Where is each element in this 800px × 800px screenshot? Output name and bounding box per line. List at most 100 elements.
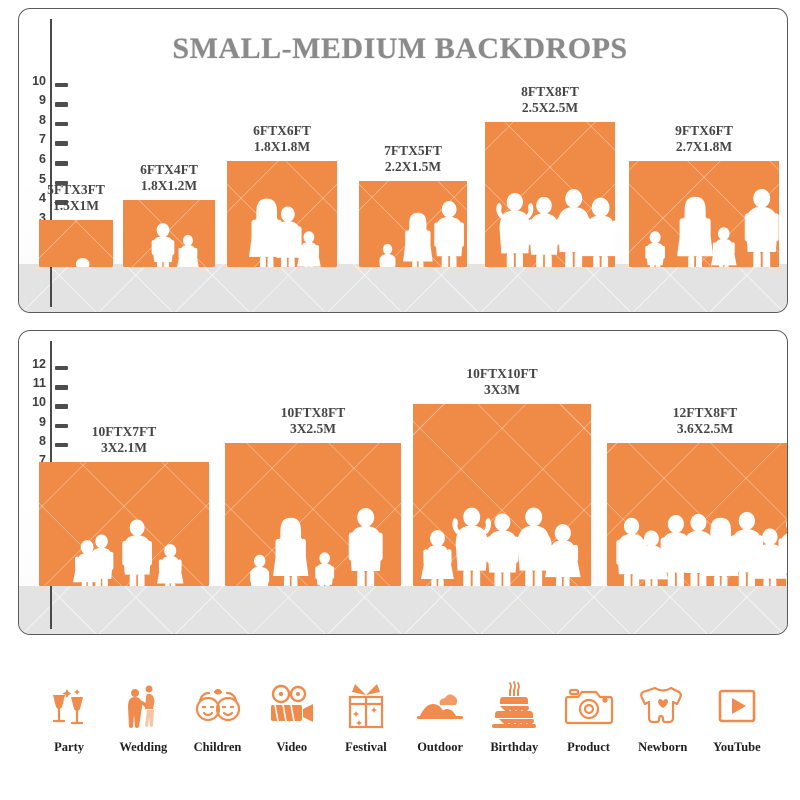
two-kid-faces-icon bbox=[193, 679, 243, 733]
icon-cell-youtube[interactable]: YouTube bbox=[700, 655, 774, 755]
backdrop-bar-6FTX4FT bbox=[123, 200, 215, 267]
icon-caption: YouTube bbox=[713, 740, 761, 754]
bar-size-label: 12FTX8FT 3.6X2.5M bbox=[625, 405, 785, 437]
icon-caption: Party bbox=[54, 740, 85, 754]
y-tick-label: 7 bbox=[39, 453, 46, 468]
icon-cell-newborn[interactable]: Newborn bbox=[626, 655, 700, 755]
bar-size-meters: 2.2X1.5M bbox=[384, 158, 442, 174]
icon-caption: Product bbox=[567, 740, 610, 754]
backdrop-bar-9FTX6FT bbox=[629, 161, 779, 267]
icon-cell-party[interactable]: Party bbox=[32, 655, 106, 755]
y-tick-label: 10 bbox=[32, 73, 46, 88]
y-tick-mark bbox=[55, 385, 68, 390]
movie-camera-icon bbox=[267, 679, 317, 733]
people-silhouettes bbox=[485, 122, 615, 267]
icon-caption: Newborn bbox=[638, 740, 688, 754]
usage-icon-strip: Party Wedding Children Video Festival Outdoor… bbox=[18, 655, 788, 755]
icon-caption: Children bbox=[193, 740, 242, 754]
bar-size-feet: 9FTX6FT bbox=[675, 123, 733, 138]
backdrop-bar-10FTX7FT bbox=[39, 462, 209, 586]
bar-size-meters: 2.7X1.8M bbox=[675, 138, 733, 154]
bar-size-label: 10FTX10FT 3X3M bbox=[422, 366, 582, 398]
people-silhouettes bbox=[629, 161, 779, 267]
icon-cell-festival[interactable]: Festival bbox=[329, 655, 403, 755]
people-silhouettes bbox=[359, 181, 467, 267]
baby-onesie-icon bbox=[639, 679, 687, 733]
bar-size-meters: 2.5X2.5M bbox=[521, 99, 579, 115]
backdrop-bar-7FTX5FT bbox=[359, 180, 467, 267]
icon-cell-product[interactable]: Product bbox=[551, 655, 625, 755]
y-tick-mark bbox=[55, 102, 68, 107]
panel1-floor bbox=[19, 264, 787, 312]
bar-size-meters: 3X2.5M bbox=[289, 420, 337, 436]
bar-size-label: 10FTX7FT 3X2.1M bbox=[44, 424, 204, 456]
y-tick-label: 5 bbox=[39, 171, 46, 186]
gift-box-icon bbox=[343, 679, 389, 733]
bar-size-feet: 10FTX7FT bbox=[91, 424, 157, 440]
bar-size-meters: 3X2.1M bbox=[100, 440, 148, 456]
bar-size-feet: 12FTX8FT bbox=[672, 404, 738, 420]
panel1-y-axis bbox=[50, 19, 52, 307]
y-tick-mark bbox=[55, 121, 68, 127]
y-tick-label: 8 bbox=[39, 433, 46, 448]
icon-cell-video[interactable]: Video bbox=[255, 655, 329, 755]
y-tick-mark bbox=[55, 200, 68, 205]
bar-size-label: 6FTX6FT 1.8X1.8M bbox=[202, 123, 362, 155]
wine-glasses-icon bbox=[46, 679, 92, 733]
people-silhouettes bbox=[39, 220, 113, 267]
backdrop-bar-5FTX3FT bbox=[39, 219, 113, 267]
play-button-icon bbox=[715, 679, 759, 733]
page-title: SMALL-MEDIUM BACKDROPS bbox=[172, 32, 628, 65]
people-silhouettes bbox=[39, 462, 209, 586]
y-tick-label: 9 bbox=[39, 414, 46, 429]
bar-size-label: 5FTX3FT 1.5X1M bbox=[19, 181, 156, 214]
bar-size-label: 7FTX5FT 2.2X1.5M bbox=[333, 143, 493, 175]
backdrop-bar-10FTX10FT bbox=[413, 404, 591, 586]
icon-cell-birthday[interactable]: Birthday bbox=[477, 655, 551, 755]
y-tick-label: 4 bbox=[39, 191, 46, 206]
icon-cell-outdoor[interactable]: Outdoor bbox=[403, 655, 477, 755]
people-silhouettes bbox=[225, 443, 401, 586]
y-tick-label: 8 bbox=[39, 112, 46, 127]
bar-size-meters: 1.8X1.2M bbox=[140, 178, 198, 194]
icon-cell-children[interactable]: Children bbox=[180, 655, 254, 755]
y-tick-label: 10 bbox=[32, 395, 46, 410]
bar-size-label: 6FTX4FT 1.8X1.2M bbox=[89, 162, 249, 194]
y-tick-label: 9 bbox=[39, 93, 46, 108]
y-tick-mark bbox=[55, 404, 68, 409]
small-medium-chart-panel: 12345678910 5FTX3FT1.5X1M6FTX4FT1.8X1.2M… bbox=[18, 8, 788, 313]
icon-caption: Video bbox=[276, 740, 308, 754]
y-tick-mark bbox=[55, 82, 68, 88]
backdrop-bar-6FTX6FT bbox=[227, 161, 337, 267]
y-tick-mark bbox=[55, 442, 68, 448]
bar-size-feet: 10FTX10FT bbox=[466, 366, 538, 382]
icon-caption: Wedding bbox=[119, 740, 168, 754]
people-silhouettes bbox=[123, 200, 215, 267]
bar-size-meters: 1.8X1.8M bbox=[253, 138, 311, 154]
large-chart-panel: 123456789101112 10FTX7FT3X2.1M10FTX8FT3X… bbox=[18, 330, 788, 635]
icon-caption: Festival bbox=[345, 740, 387, 754]
icon-caption: Outdoor bbox=[417, 740, 464, 754]
y-tick-label: 3 bbox=[39, 210, 46, 225]
icon-cell-wedding[interactable]: Wedding bbox=[106, 655, 180, 755]
people-silhouettes bbox=[607, 443, 787, 586]
bar-size-feet: 5FTX3FT bbox=[47, 181, 105, 197]
bar-size-label: 9FTX6FT 2.7X1.8M bbox=[624, 123, 784, 155]
bar-size-feet: 7FTX5FT bbox=[384, 142, 442, 158]
y-tick-label: 12 bbox=[32, 356, 46, 371]
y-tick-mark bbox=[55, 423, 68, 429]
bar-size-label: 8FTX8FT 2.5X2.5M bbox=[470, 84, 630, 116]
cloud-hill-icon bbox=[415, 679, 465, 733]
people-silhouettes bbox=[413, 404, 591, 586]
bar-size-meters: 1.5X1M bbox=[52, 197, 100, 213]
backdrop-bar-12FTX8FT bbox=[607, 442, 787, 586]
bar-size-feet: 6FTX4FT bbox=[140, 162, 198, 178]
bar-size-label: 10FTX8FT 3X2.5M bbox=[233, 405, 393, 437]
bar-weave-texture bbox=[39, 219, 113, 267]
icon-caption: Birthday bbox=[490, 740, 539, 754]
y-tick-mark bbox=[55, 161, 68, 166]
y-tick-mark bbox=[55, 141, 68, 146]
y-tick-label: 6 bbox=[39, 152, 46, 166]
bar-size-meters: 3X3M bbox=[484, 382, 520, 398]
